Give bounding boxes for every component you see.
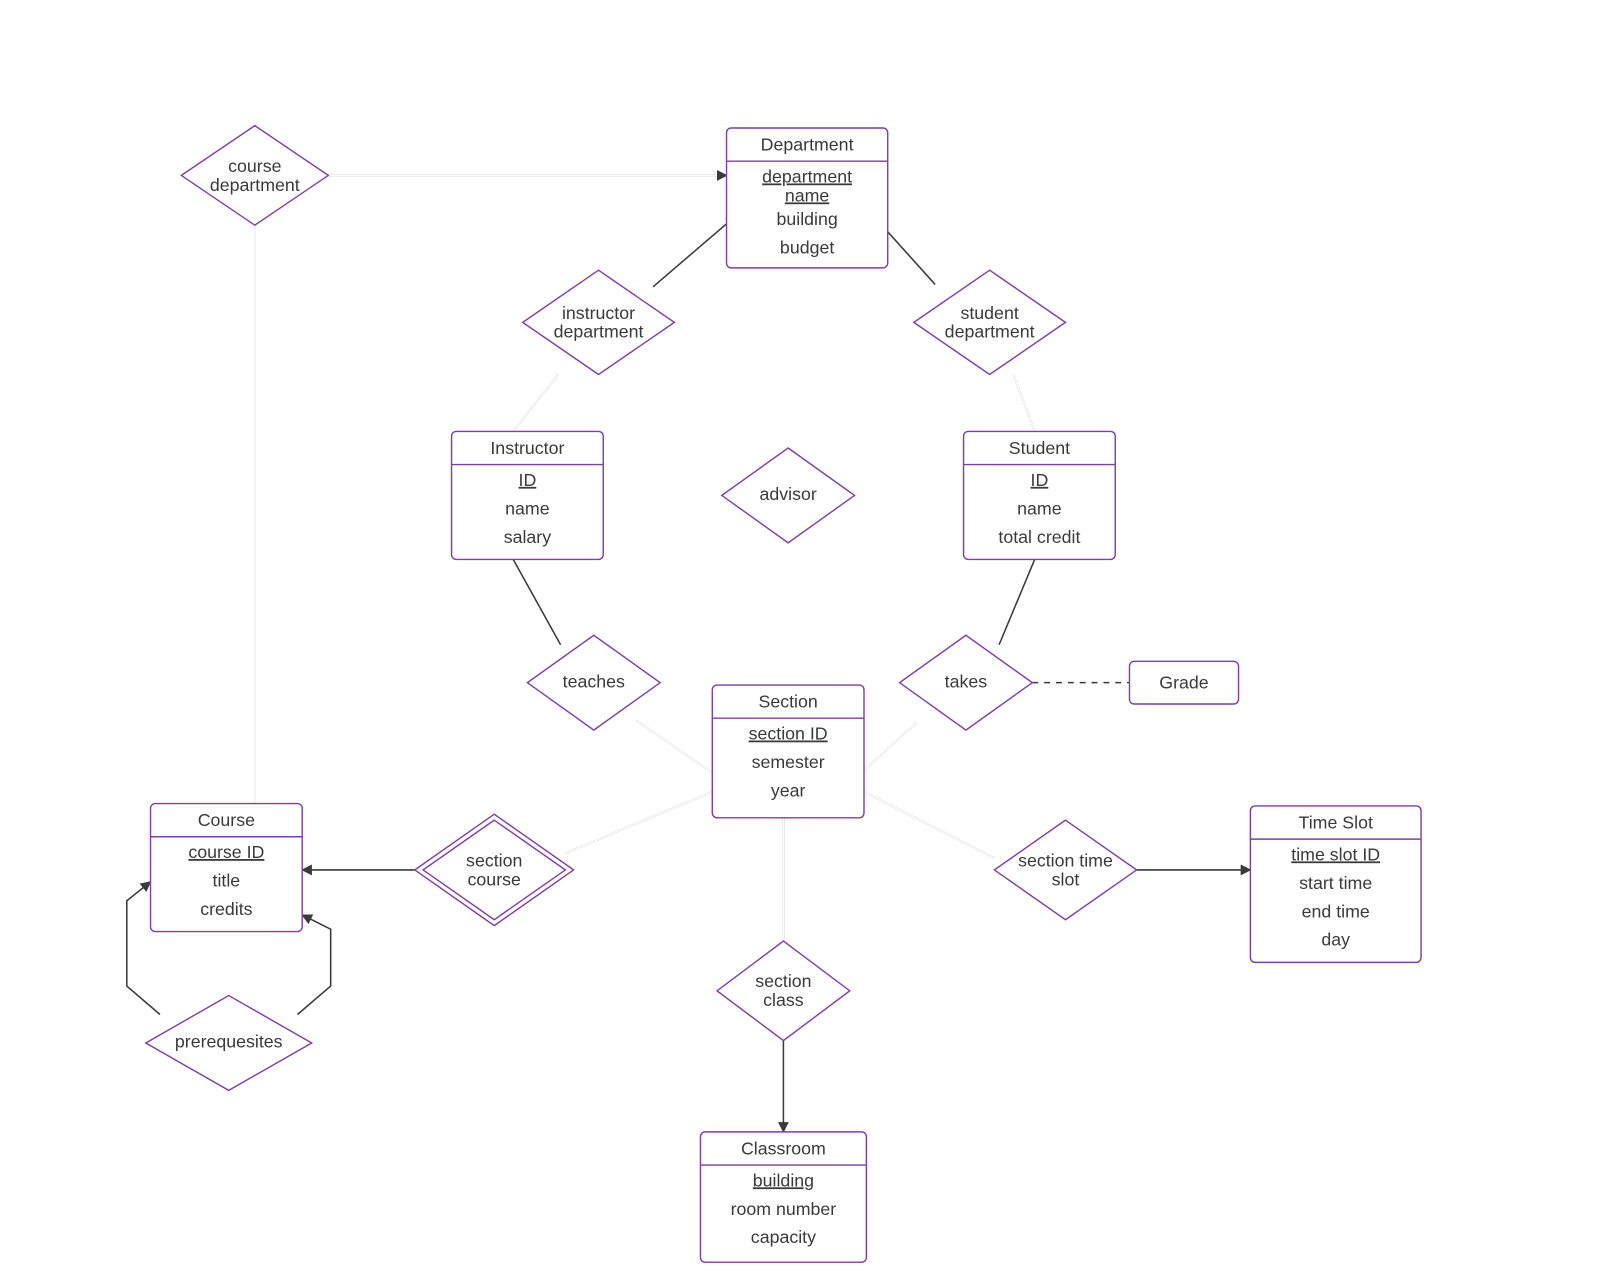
edge-instructor_department-instructor	[513, 375, 558, 432]
svg-text:Grade: Grade	[1159, 673, 1208, 693]
relationship-teaches: teaches	[527, 635, 660, 730]
svg-text:slot: slot	[1052, 869, 1080, 889]
edge-takes-student	[999, 559, 1035, 644]
svg-text:department: department	[554, 322, 644, 342]
entity-student: Student ID name total credit	[964, 431, 1116, 559]
entity-section: Section section ID semester year	[712, 685, 864, 818]
svg-text:course: course	[228, 156, 281, 176]
svg-text:start time: start time	[1299, 873, 1372, 893]
svg-text:takes: takes	[945, 671, 988, 691]
svg-text:ID: ID	[1031, 470, 1049, 490]
relationship-instructor_department: instructordepartment	[523, 270, 675, 374]
edge-prerequisites-course_right	[297, 915, 330, 1015]
edge-section_timeslot-section	[864, 792, 994, 858]
svg-text:section: section	[755, 971, 811, 991]
svg-text:department: department	[945, 322, 1035, 342]
svg-text:building: building	[753, 1170, 814, 1190]
entity-course: Course course ID title credits	[151, 804, 303, 932]
svg-text:prerequesites: prerequesites	[175, 1032, 283, 1052]
svg-text:Course: Course	[198, 810, 255, 830]
svg-text:name: name	[1017, 498, 1062, 518]
svg-text:department: department	[762, 166, 852, 186]
svg-text:capacity: capacity	[751, 1227, 816, 1247]
svg-text:ID: ID	[519, 470, 537, 490]
svg-text:department: department	[210, 175, 300, 195]
svg-text:Section: Section	[759, 692, 818, 712]
er-diagram: coursedepartmentinstructordepartmentstud…	[0, 0, 1600, 1280]
svg-text:advisor: advisor	[760, 484, 817, 504]
svg-text:section ID: section ID	[749, 724, 828, 744]
entity-grade: Grade	[1129, 661, 1238, 704]
relationship-section_class: sectionclass	[717, 941, 850, 1041]
svg-text:section: section	[466, 850, 522, 870]
svg-text:end time: end time	[1302, 901, 1370, 921]
svg-text:credits: credits	[200, 899, 252, 919]
svg-text:total credit: total credit	[998, 527, 1080, 547]
svg-text:budget: budget	[780, 238, 834, 258]
svg-text:title: title	[213, 870, 241, 890]
relationship-course_department: coursedepartment	[181, 126, 328, 226]
entity-department: Department departmentname building budget	[727, 128, 888, 268]
svg-text:time slot ID: time slot ID	[1291, 844, 1380, 864]
relationship-section_timeslot: section timeslot	[994, 820, 1136, 920]
edge-section_course-section	[565, 792, 712, 854]
svg-text:semester: semester	[752, 752, 825, 772]
svg-text:section time: section time	[1018, 850, 1113, 870]
svg-text:room number: room number	[731, 1199, 837, 1219]
svg-text:student: student	[960, 303, 1018, 323]
relationship-prerequisites: prerequesites	[146, 996, 312, 1091]
edge-teaches-instructor	[513, 559, 560, 644]
relationship-section_course: sectioncourse	[415, 814, 574, 925]
svg-text:teaches: teaches	[563, 671, 625, 691]
entity-timeslot: Time Slot time slot ID start time end time d…	[1250, 806, 1421, 962]
svg-text:year: year	[771, 780, 806, 800]
svg-text:Instructor: Instructor	[490, 438, 564, 458]
svg-text:class: class	[763, 990, 804, 1010]
edge-instructor_department-department	[653, 216, 736, 287]
entity-classroom: Classroom building room number capacity	[700, 1132, 866, 1262]
svg-text:course: course	[468, 869, 521, 889]
edge-student_department-student	[1013, 375, 1034, 432]
svg-text:Classroom: Classroom	[741, 1138, 826, 1158]
svg-text:name: name	[505, 498, 550, 518]
svg-text:day: day	[1321, 930, 1350, 950]
svg-text:Department: Department	[761, 134, 854, 154]
relationship-takes: takes	[900, 635, 1033, 730]
svg-text:salary: salary	[504, 527, 552, 547]
svg-text:building: building	[776, 209, 837, 229]
edge-teaches-section	[636, 721, 712, 773]
svg-text:instructor: instructor	[562, 303, 635, 323]
svg-text:Student: Student	[1009, 438, 1070, 458]
relationship-student_department: studentdepartment	[914, 270, 1066, 374]
svg-text:course ID: course ID	[188, 842, 264, 862]
relationship-advisor: advisor	[722, 448, 855, 543]
svg-text:name: name	[785, 185, 830, 205]
edge-takes-section	[864, 723, 916, 770]
svg-text:Time Slot: Time Slot	[1299, 812, 1373, 832]
entity-instructor: Instructor ID name salary	[452, 431, 604, 559]
